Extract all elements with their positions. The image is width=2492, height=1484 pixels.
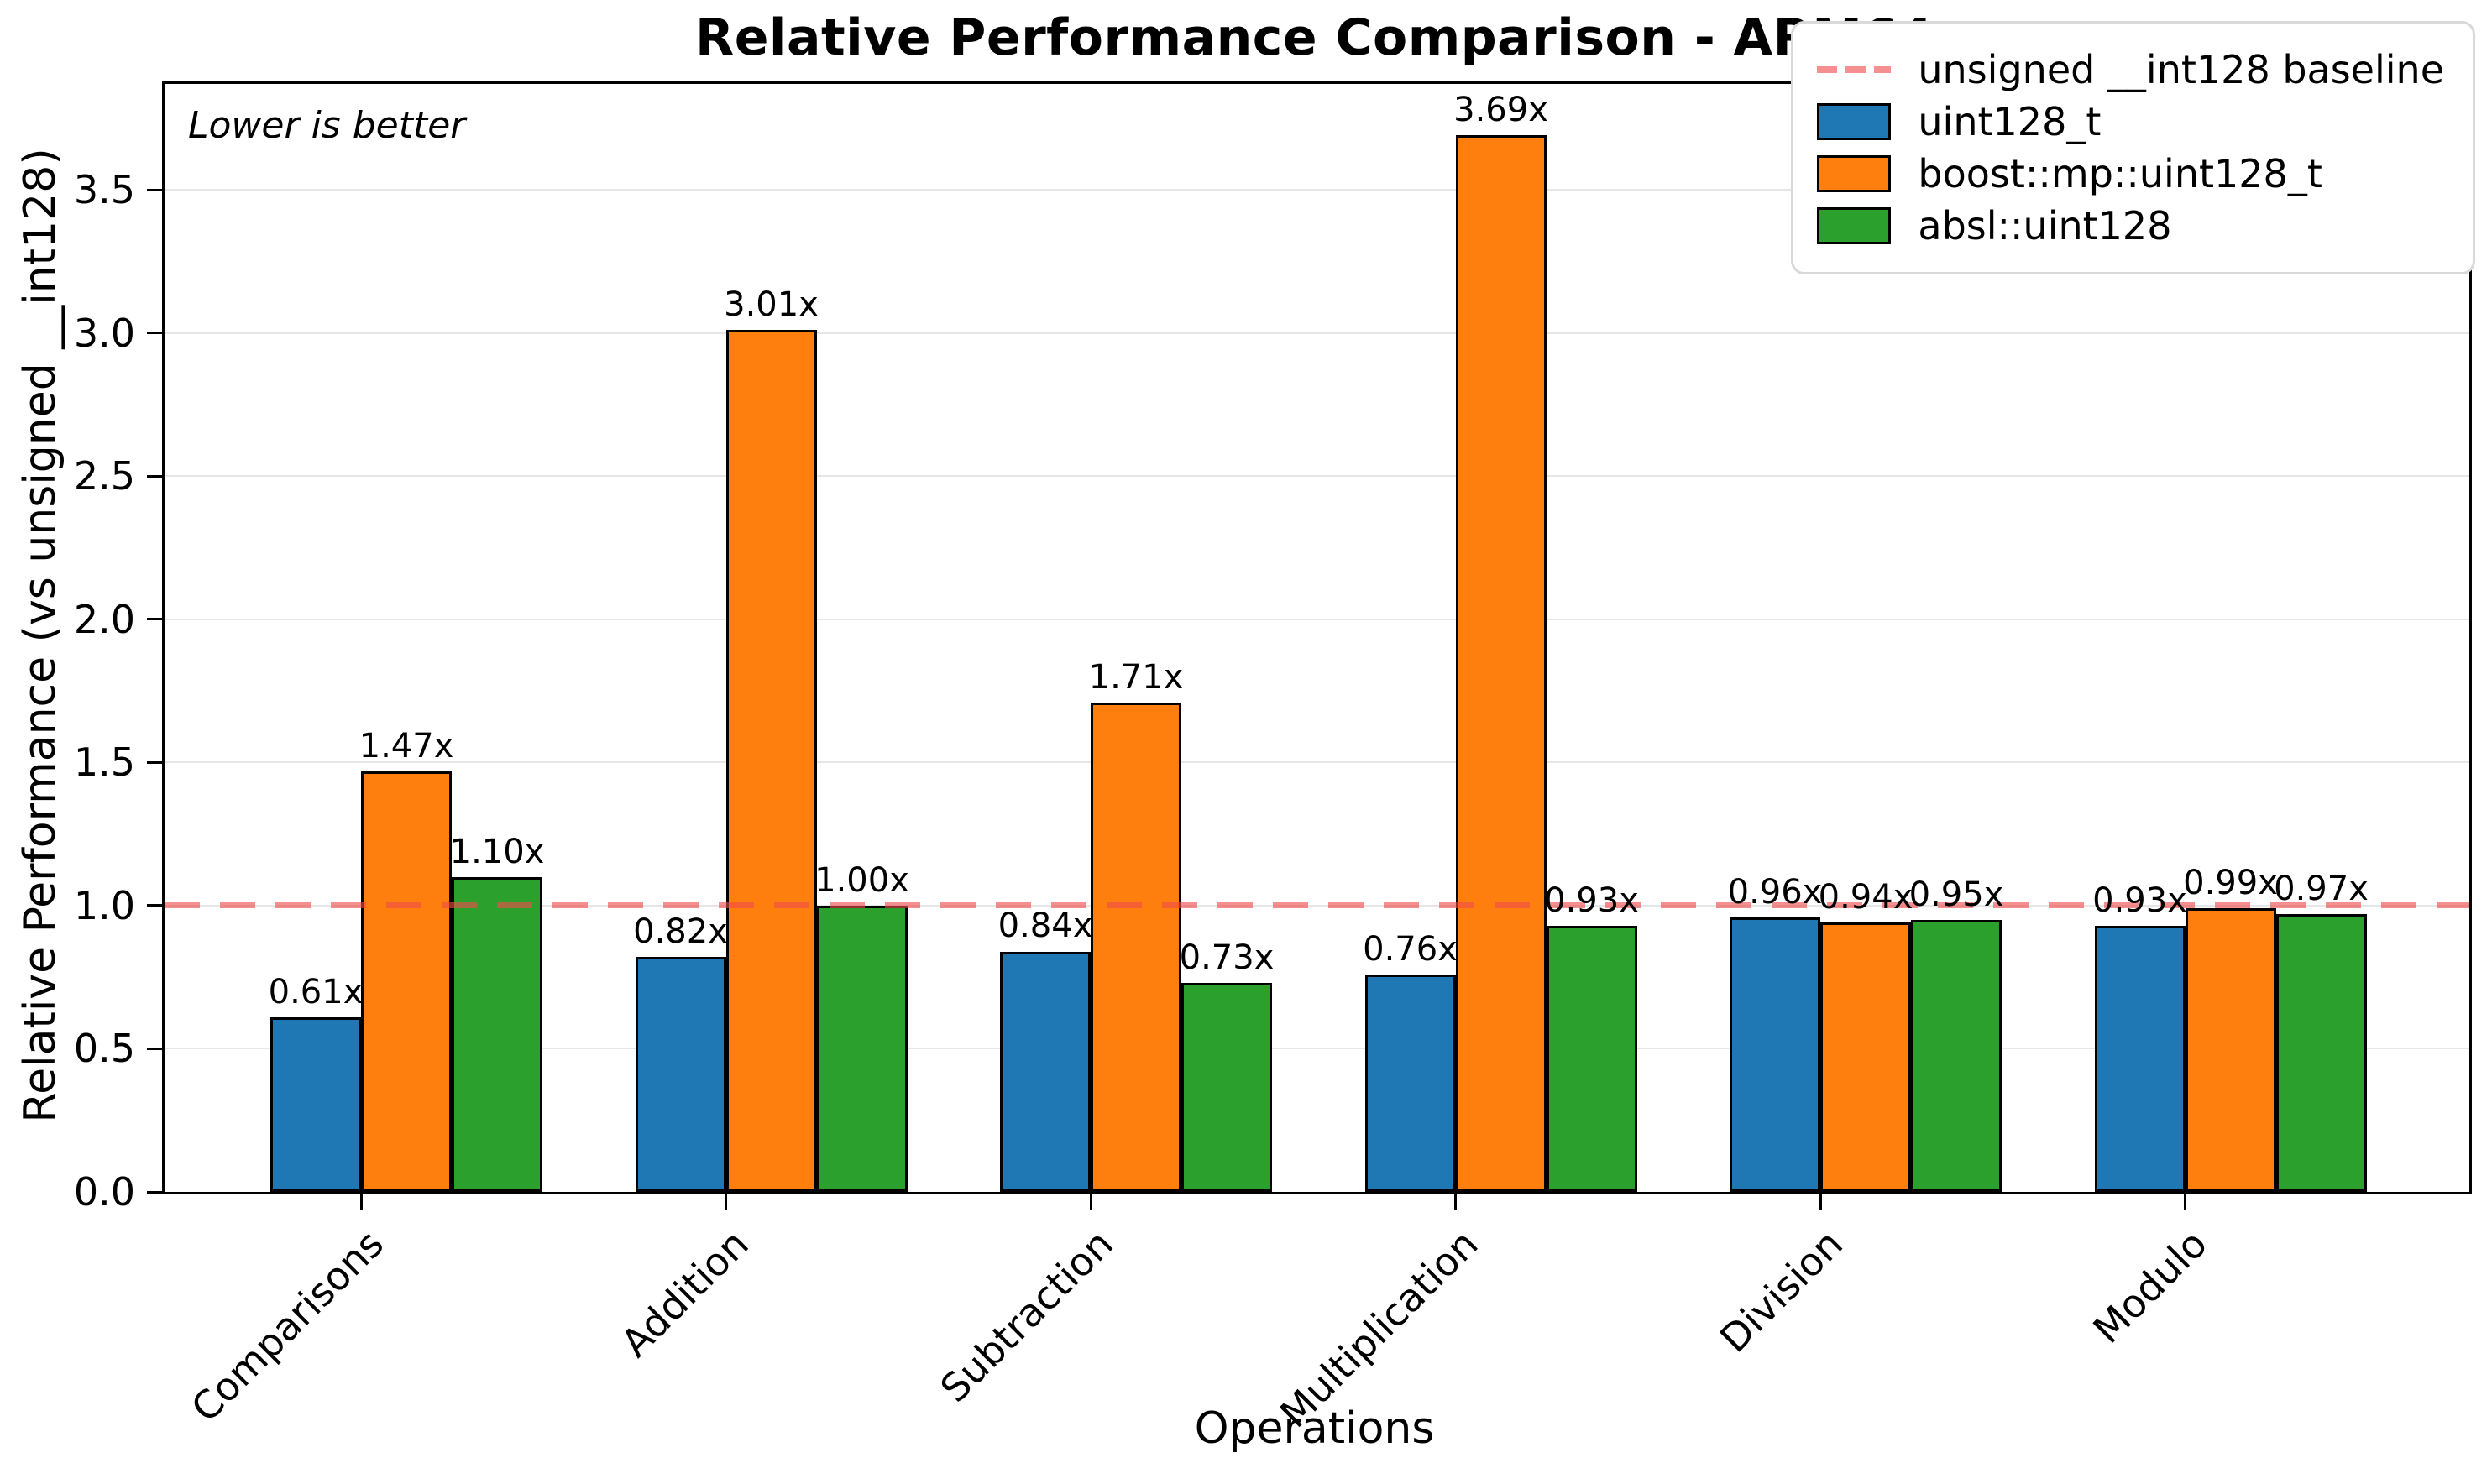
bar bbox=[1364, 974, 1456, 1192]
bar bbox=[635, 957, 726, 1192]
x-tick-label: Subtraction bbox=[931, 1220, 1122, 1411]
bar-value-label: 1.47x bbox=[359, 726, 454, 766]
series-swatch-icon bbox=[1817, 103, 1892, 140]
x-tick-mark bbox=[2184, 1194, 2186, 1210]
gridline bbox=[165, 1048, 2469, 1050]
bar bbox=[725, 330, 817, 1192]
y-tick-label: 3.5 bbox=[73, 167, 135, 213]
legend-label: uint128_t bbox=[1918, 99, 2102, 144]
x-tick-label: Comparisons bbox=[181, 1220, 392, 1431]
y-tick-label: 0.0 bbox=[73, 1169, 135, 1215]
x-tick-mark bbox=[1819, 1194, 1822, 1210]
bar-value-label: 0.99x bbox=[2183, 864, 2278, 903]
gridline bbox=[165, 761, 2469, 764]
y-tick-mark bbox=[147, 1047, 162, 1050]
x-axis-label: Operations bbox=[1194, 1403, 1435, 1454]
series-swatch-icon bbox=[1817, 207, 1892, 244]
y-tick-label: 1.0 bbox=[73, 882, 135, 928]
bar-value-label: 0.76x bbox=[1363, 929, 1458, 969]
y-tick-label: 2.0 bbox=[73, 596, 135, 642]
legend-label: boost::mp::uint128_t bbox=[1918, 151, 2322, 196]
bar bbox=[1091, 702, 1181, 1192]
y-tick-mark bbox=[147, 188, 162, 191]
y-tick-label: 0.5 bbox=[73, 1026, 135, 1072]
gridline bbox=[165, 618, 2469, 620]
bar bbox=[1820, 922, 1911, 1192]
y-tick-mark bbox=[147, 332, 162, 335]
bar-value-label: 0.95x bbox=[1908, 875, 2004, 914]
y-tick-label: 3.0 bbox=[73, 310, 135, 356]
bar bbox=[2275, 914, 2367, 1192]
bar bbox=[2185, 908, 2276, 1192]
bar-value-label: 3.01x bbox=[724, 285, 819, 325]
bar-value-label: 0.84x bbox=[997, 907, 1093, 946]
bar bbox=[1181, 983, 1272, 1192]
bar-value-label: 0.82x bbox=[633, 912, 728, 952]
y-tick-mark bbox=[147, 618, 162, 621]
x-tick-mark bbox=[1454, 1194, 1457, 1210]
bar bbox=[2094, 925, 2186, 1192]
bar bbox=[1000, 951, 1091, 1192]
bar bbox=[1546, 925, 1637, 1192]
y-tick-mark bbox=[147, 1190, 162, 1194]
x-tick-label: Division bbox=[1710, 1220, 1851, 1361]
bar-value-label: 1.71x bbox=[1088, 657, 1184, 697]
series-swatch-icon bbox=[1817, 155, 1892, 192]
legend-item-boost: boost::mp::uint128_t bbox=[1817, 148, 2444, 200]
bar-value-label: 3.69x bbox=[1453, 91, 1548, 130]
bar bbox=[1455, 135, 1547, 1192]
bar-value-label: 0.96x bbox=[1727, 872, 1823, 912]
y-tick-mark bbox=[147, 474, 162, 478]
bar-value-label: 0.94x bbox=[1818, 878, 1914, 917]
y-axis-label: Relative Performance (vs unsigned __int1… bbox=[15, 148, 65, 1123]
bar-value-label: 1.10x bbox=[449, 832, 545, 871]
bar-value-label: 0.73x bbox=[1179, 938, 1275, 977]
bar-value-label: 1.00x bbox=[814, 860, 909, 900]
x-tick-label: Addition bbox=[611, 1220, 757, 1366]
y-tick-mark bbox=[147, 760, 162, 764]
bar-value-label: 0.93x bbox=[1544, 880, 1639, 920]
bar bbox=[1911, 919, 2002, 1192]
x-tick-label: Modulo bbox=[2084, 1220, 2217, 1352]
bar-value-label: 0.61x bbox=[268, 972, 364, 1011]
legend-item-baseline: unsigned __int128 baseline bbox=[1817, 44, 2444, 96]
baseline-dash-icon bbox=[1817, 66, 1892, 73]
bar bbox=[270, 1016, 361, 1192]
x-tick-mark bbox=[359, 1194, 363, 1210]
legend-item-uint128: uint128_t bbox=[1817, 96, 2444, 148]
gridline bbox=[165, 189, 2469, 191]
gridline bbox=[165, 332, 2469, 334]
annotation-lower-is-better: Lower is better bbox=[188, 104, 466, 147]
bar-value-label: 0.97x bbox=[2274, 870, 2369, 909]
bar bbox=[361, 771, 452, 1192]
legend-label: unsigned __int128 baseline bbox=[1918, 47, 2444, 92]
bar bbox=[1730, 917, 1820, 1192]
baseline-line bbox=[165, 902, 2469, 909]
y-tick-label: 1.5 bbox=[73, 739, 135, 786]
x-tick-mark bbox=[1089, 1194, 1092, 1210]
y-tick-mark bbox=[147, 904, 162, 907]
bar-value-label: 0.93x bbox=[2092, 880, 2187, 920]
chart-title: Relative Performance Comparison - ARM64 bbox=[695, 8, 1934, 67]
x-tick-mark bbox=[725, 1194, 727, 1210]
bar bbox=[816, 905, 908, 1192]
legend-item-absl: absl::uint128 bbox=[1817, 200, 2444, 252]
y-tick-label: 2.5 bbox=[73, 453, 135, 499]
gridline bbox=[165, 475, 2469, 478]
bar bbox=[452, 876, 542, 1192]
legend: unsigned __int128 baseline uint128_t boo… bbox=[1791, 21, 2475, 274]
legend-label: absl::uint128 bbox=[1918, 203, 2172, 248]
